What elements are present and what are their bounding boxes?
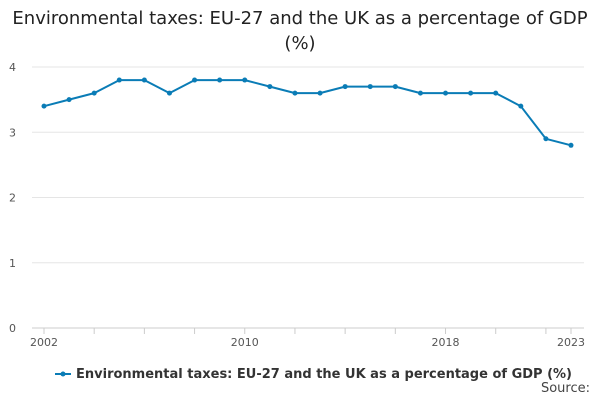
x-tick-label: 2002 xyxy=(30,336,58,349)
x-axis-ticks: 2002 2010 2018 2023 xyxy=(30,336,585,349)
data-point[interactable] xyxy=(217,77,223,83)
data-point[interactable] xyxy=(417,90,423,96)
x-axis xyxy=(32,327,584,334)
data-point[interactable] xyxy=(242,77,248,83)
data-point[interactable] xyxy=(317,90,323,96)
data-point[interactable] xyxy=(116,77,122,83)
data-point[interactable] xyxy=(192,77,198,83)
series-environmental-taxes xyxy=(41,77,574,148)
y-tick-label: 4 xyxy=(9,61,16,74)
data-point[interactable] xyxy=(392,84,398,90)
source-label: Source: xyxy=(540,381,590,396)
y-tick-label: 2 xyxy=(9,192,16,205)
x-tick-label: 2023 xyxy=(557,336,585,349)
legend-swatch-icon xyxy=(55,371,71,377)
data-point[interactable] xyxy=(267,84,273,90)
y-tick-label: 3 xyxy=(9,126,16,139)
series-line xyxy=(43,79,572,147)
y-tick-label: 0 xyxy=(9,322,16,335)
legend[interactable]: Environmental taxes: EU-27 and the UK as… xyxy=(54,364,572,384)
grid-lines xyxy=(32,66,584,264)
data-point[interactable] xyxy=(342,84,348,90)
y-axis-ticks: 0 1 2 3 4 xyxy=(9,61,16,335)
data-point[interactable] xyxy=(568,142,574,148)
x-tick-label: 2018 xyxy=(432,336,460,349)
data-point[interactable] xyxy=(443,90,449,96)
data-point[interactable] xyxy=(166,90,172,96)
y-tick-label: 1 xyxy=(9,257,16,270)
data-point[interactable] xyxy=(66,97,72,103)
data-point[interactable] xyxy=(468,90,474,96)
data-point[interactable] xyxy=(493,90,499,96)
x-tick-label: 2010 xyxy=(231,336,259,349)
data-point[interactable] xyxy=(41,103,47,109)
data-point[interactable] xyxy=(543,136,549,142)
legend-label: Environmental taxes: EU-27 and the UK as… xyxy=(76,366,572,382)
data-point[interactable] xyxy=(141,77,147,83)
chart-title: Environmental taxes: EU-27 and the UK as… xyxy=(12,8,588,54)
data-point[interactable] xyxy=(367,84,373,90)
data-point[interactable] xyxy=(91,90,97,96)
data-point[interactable] xyxy=(292,90,298,96)
data-point[interactable] xyxy=(518,103,524,109)
